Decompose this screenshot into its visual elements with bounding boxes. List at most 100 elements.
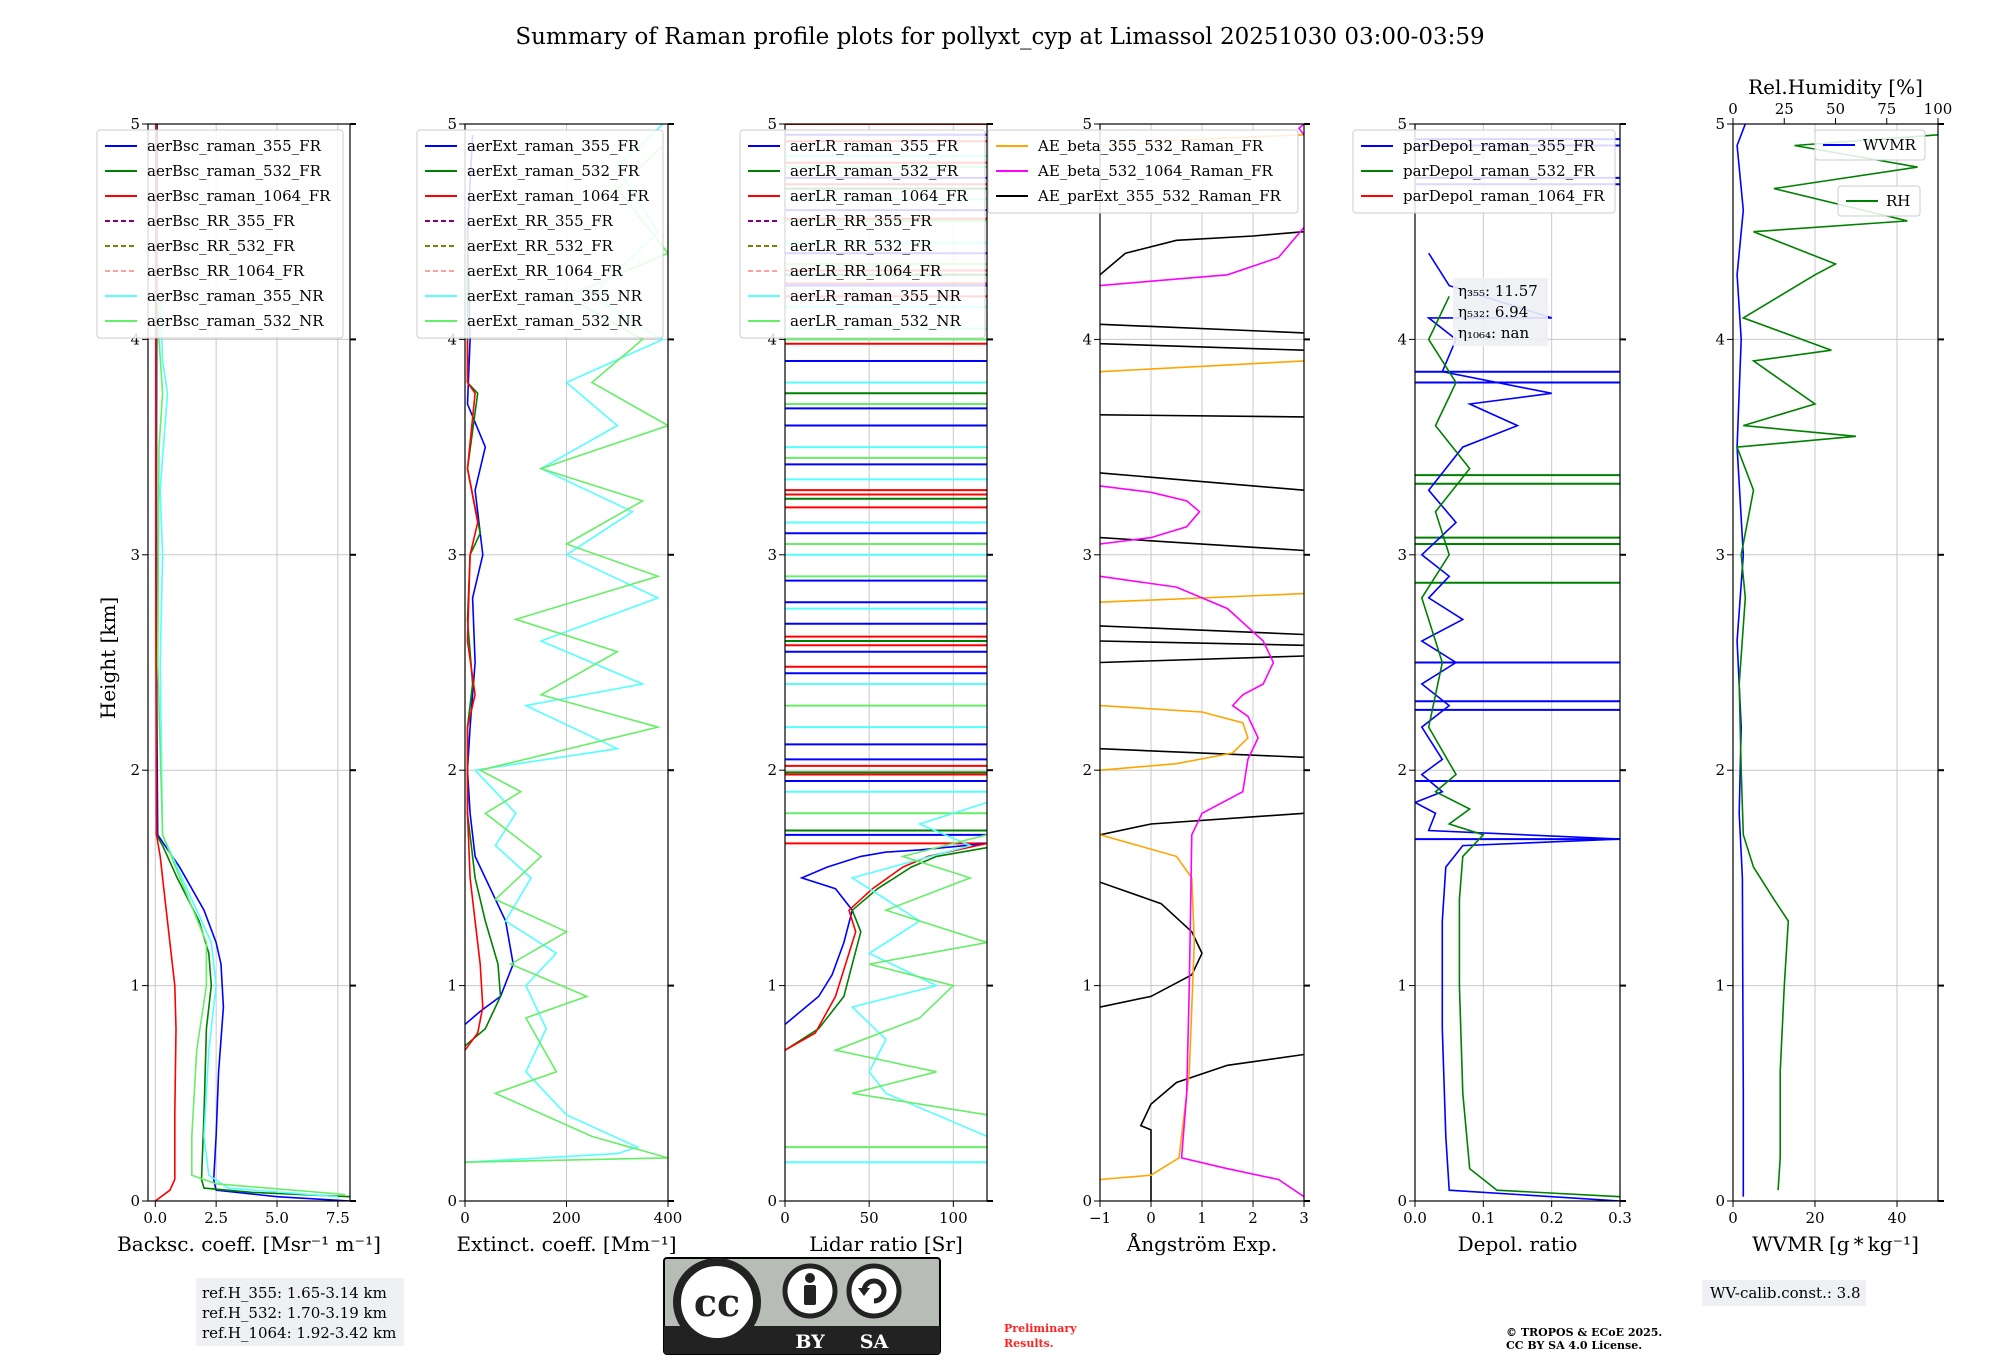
series-aerLR_raman_1064_FR xyxy=(785,842,987,1051)
cc-icon xyxy=(673,1258,761,1346)
reference-height-box-bg xyxy=(196,1278,404,1346)
legend-label: aerExt_raman_532_NR xyxy=(467,312,643,330)
series-parDepol_raman_355_FR xyxy=(1415,252,1620,1201)
x-tick-label: 20 xyxy=(1805,1209,1824,1227)
legend-label: aerBsc_RR_355_FR xyxy=(147,212,295,230)
legend-box xyxy=(987,129,1299,214)
y-tick-label: 5 xyxy=(447,115,457,133)
y-tick-label: 4 xyxy=(130,330,140,348)
profile-segment-ae xyxy=(1100,640,1304,647)
legend-label: aerBsc_raman_532_NR xyxy=(147,312,324,330)
y-tick-label: 4 xyxy=(447,330,457,348)
plot-area-ae xyxy=(1100,124,1304,1201)
preliminary-line-1: Preliminary xyxy=(1004,1322,1077,1335)
x-tick-label: 0.2 xyxy=(1540,1209,1564,1227)
legend-label: aerLR_raman_355_NR xyxy=(790,287,961,305)
x-tick-label: 40 xyxy=(1887,1209,1906,1227)
legend-label: aerBsc_RR_1064_FR xyxy=(147,262,305,280)
x-tick-label: 1 xyxy=(1197,1209,1207,1227)
series-aerBsc_raman_532_NR xyxy=(156,296,346,1196)
profile-segment-ae xyxy=(1100,834,1196,1181)
legend-label: aerLR_raman_355_FR xyxy=(790,137,959,155)
profile-segment-ae xyxy=(1100,812,1304,836)
y-axis-label: Height [km] xyxy=(96,597,120,719)
legend-label: aerBsc_raman_532_FR xyxy=(147,162,322,180)
profile-segment-ae xyxy=(1100,226,1304,287)
legend-label: aerBsc_raman_355_NR xyxy=(147,287,324,305)
wv-calib-text: WV-calib.const.: 3.8 xyxy=(1710,1284,1861,1302)
y-tick-label: 1 xyxy=(447,977,457,995)
by-text: BY xyxy=(795,1331,825,1353)
legend-lr: aerLR_raman_355_FR aerLR_raman_532_FR aerL… xyxy=(739,129,986,339)
legend-label: parDepol_raman_355_FR xyxy=(1403,137,1596,155)
cc-license-badge: cc BY SA xyxy=(663,1257,941,1355)
y-tick-label: 3 xyxy=(1082,546,1092,564)
x-axis-label-bsc: Backsc. coeff. [Msr⁻¹ m⁻¹] xyxy=(117,1232,381,1256)
series-aerExt_raman_355_NR xyxy=(465,124,665,1163)
series-aerExt_raman_532_FR xyxy=(465,231,502,1047)
profile-segment-ae xyxy=(1100,747,1304,759)
legend-label: AE_parExt_355_532_Raman_FR xyxy=(1037,187,1282,205)
series-aerLR_raman_355_NR xyxy=(850,801,987,1138)
panels: 0 1 2 3 4 5 0.0 2.5 5.0 7.5 Backsc. coeff. [Msr⁻¹ … xyxy=(96,75,1953,1256)
top-tick-label: 25 xyxy=(1775,100,1794,118)
series-aerLR_raman_532_NR xyxy=(832,834,987,1116)
plot-area-wv xyxy=(1735,124,1938,1197)
legend-box xyxy=(1837,185,1921,217)
legend-label: aerExt_raman_1064_FR xyxy=(467,187,649,205)
legend-label: AE_beta_532_1064_Raman_FR xyxy=(1037,162,1273,180)
refh-532: ref.H_532: 1.70-3.19 km xyxy=(202,1304,387,1322)
y-tick-label: 0 xyxy=(447,1192,457,1210)
y-tick-label: 0 xyxy=(1397,1192,1407,1210)
preliminary-line-2: Results. xyxy=(1004,1337,1054,1350)
y-tick-label: 5 xyxy=(1082,115,1092,133)
x-tick-label: 0.3 xyxy=(1608,1209,1632,1227)
legend-label: AE_beta_355_532_Raman_FR xyxy=(1037,137,1264,155)
legend-label: aerExt_raman_355_NR xyxy=(467,287,643,305)
y-tick-label: 0 xyxy=(767,1192,777,1210)
plot-area-ext xyxy=(465,124,668,1163)
x-tick-label: 100 xyxy=(939,1209,968,1227)
axes-frame-bsc xyxy=(147,123,351,1202)
annotation-line: η₁₀₆₄: nan xyxy=(1458,324,1529,342)
legend-label: aerBsc_raman_355_FR xyxy=(147,137,322,155)
profile-segment-ae xyxy=(1100,704,1249,771)
profile-segment-ae xyxy=(1100,625,1304,636)
legend-label: aerExt_RR_1064_FR xyxy=(467,262,623,280)
annotation-line: η₅₃₂: 6.94 xyxy=(1458,303,1528,321)
y-tick-label: 1 xyxy=(1082,977,1092,995)
y-tick-label: 5 xyxy=(1397,115,1407,133)
y-tick-label: 3 xyxy=(1397,546,1407,564)
legend-label: aerExt_RR_355_FR xyxy=(467,212,614,230)
legend-label: aerExt_RR_532_FR xyxy=(467,237,614,255)
legend-label: WVMR xyxy=(1863,136,1917,154)
profile-segment-ae xyxy=(1100,485,1201,545)
x-axis-label-wv: WVMR [g * kg⁻¹] xyxy=(1752,1232,1919,1256)
profile-segment-ae xyxy=(1100,360,1304,373)
top-tick-label: 100 xyxy=(1924,100,1953,118)
panel-ext: 0 1 2 3 4 5 0 200 400 Extinct. coeff. [Mm⁻¹] aerEx… xyxy=(416,115,682,1256)
legend-label: RH xyxy=(1886,192,1910,210)
legend-box xyxy=(96,129,344,339)
x-axis-label-ae: Ångström Exp. xyxy=(1126,1231,1277,1256)
legend-label: aerLR_raman_532_NR xyxy=(790,312,961,330)
legend-ae: AE_beta_355_532_Raman_FR AE_beta_532_1064… xyxy=(987,129,1299,214)
x-tick-label: 0.1 xyxy=(1471,1209,1495,1227)
series-aerExt_raman_1064_FR xyxy=(465,339,484,1051)
series-aerBsc_raman_355_NR xyxy=(159,296,338,1198)
legend-bsc: aerBsc_raman_355_FR aerBsc_raman_532_FRae… xyxy=(96,129,344,339)
profile-segment-ae xyxy=(1100,323,1304,334)
legend-depol: parDepol_raman_355_FR parDepol_raman_532_… xyxy=(1352,129,1616,214)
x-tick-label: 5.0 xyxy=(265,1209,289,1227)
copyright-line-1: © TROPOS & ECoE 2025. xyxy=(1506,1326,1662,1339)
series-aerLR_raman_532_FR xyxy=(785,846,987,1051)
legend-label: aerBsc_raman_1064_FR xyxy=(147,187,331,205)
reference-height-box: ref.H_355: 1.65-3.14 km ref.H_532: 1.70-… xyxy=(196,1278,404,1346)
legend-label: aerLR_RR_532_FR xyxy=(790,237,932,255)
legend-label: aerLR_raman_1064_FR xyxy=(790,187,968,205)
series-RH xyxy=(1735,134,1938,1191)
legend-label: aerExt_raman_355_FR xyxy=(467,137,640,155)
profile-segment-ae xyxy=(1100,230,1304,276)
